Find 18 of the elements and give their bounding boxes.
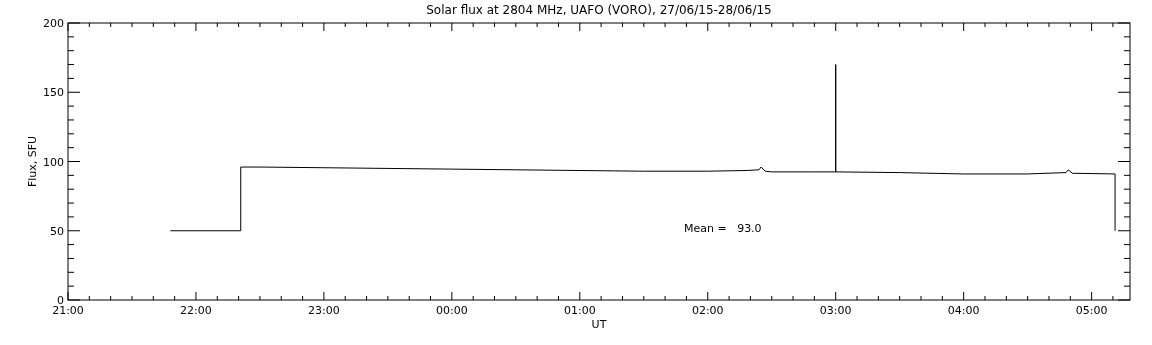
- x-tick-label: 04:00: [947, 304, 980, 317]
- x-tick-label: 00:00: [436, 304, 468, 317]
- y-tick-label: 50: [50, 224, 64, 238]
- x-tick-label: 01:00: [563, 304, 596, 317]
- x-tick-label: 03:00: [819, 304, 852, 317]
- x-axis-title: UT: [591, 318, 607, 331]
- chart-title: Solar flux at 2804 MHz, UAFO (VORO), 27/06/15-28/06/15: [426, 3, 772, 17]
- x-tick-label: 21:00: [52, 304, 84, 317]
- y-tick-label: 0: [57, 294, 64, 307]
- x-tick-label: 22:00: [180, 304, 212, 317]
- y-axis-title: Flux, SFU: [26, 135, 39, 188]
- y-tick-label: 200: [43, 17, 64, 30]
- y-tick-label: 150: [43, 86, 64, 100]
- x-tick-label: 23:00: [308, 304, 340, 317]
- y-tick-label: 100: [43, 155, 64, 169]
- x-tick-label: 05:00: [1075, 304, 1108, 317]
- x-tick-label: 02:00: [691, 304, 724, 317]
- annotation: Mean = 93.0: [683, 222, 762, 236]
